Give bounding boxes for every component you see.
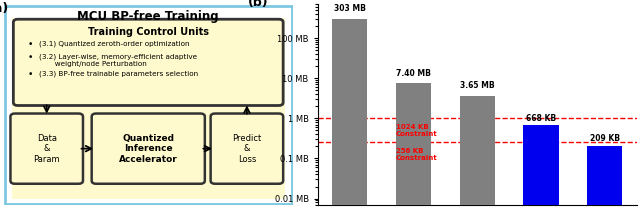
Text: •: • [28, 53, 33, 62]
Bar [588, 146, 622, 209]
Text: (a): (a) [0, 2, 9, 15]
Text: Quantized
Inference
Accelerator: Quantized Inference Accelerator [119, 134, 178, 163]
FancyBboxPatch shape [92, 113, 205, 184]
Text: (3.2) Layer-wise, memory-efficient adaptive
       weight/node Perturbation: (3.2) Layer-wise, memory-efficient adapt… [40, 53, 198, 67]
FancyBboxPatch shape [13, 19, 283, 106]
Text: 303 MB: 303 MB [334, 4, 365, 13]
Text: (b): (b) [248, 0, 268, 9]
Bar [460, 96, 495, 209]
Text: Data
&
Param: Data & Param [33, 134, 60, 163]
Text: Training Control Units: Training Control Units [88, 27, 209, 37]
Text: 3.65 MB: 3.65 MB [460, 81, 495, 90]
Bar [332, 19, 367, 209]
Bar [524, 125, 559, 209]
FancyBboxPatch shape [12, 18, 285, 199]
FancyBboxPatch shape [10, 113, 83, 184]
FancyBboxPatch shape [211, 113, 283, 184]
FancyBboxPatch shape [4, 6, 292, 204]
Text: 668 KB: 668 KB [526, 114, 556, 123]
Text: 209 KB: 209 KB [590, 134, 620, 143]
Text: (3.3) BP-free trainable parameters selection: (3.3) BP-free trainable parameters selec… [40, 70, 198, 77]
Text: 256 KB
Constraint: 256 KB Constraint [396, 148, 437, 161]
Bar [396, 83, 431, 209]
Text: 7.40 MB: 7.40 MB [396, 69, 431, 78]
Text: Predict
&
Loss: Predict & Loss [232, 134, 262, 163]
Text: MCU BP-free Training: MCU BP-free Training [77, 10, 219, 23]
Text: •: • [28, 70, 33, 79]
Text: •: • [28, 40, 33, 49]
Text: (3.1) Quantized zeroth-order optimization: (3.1) Quantized zeroth-order optimizatio… [40, 40, 190, 47]
Text: 1024 KB
Constraint: 1024 KB Constraint [396, 124, 437, 137]
